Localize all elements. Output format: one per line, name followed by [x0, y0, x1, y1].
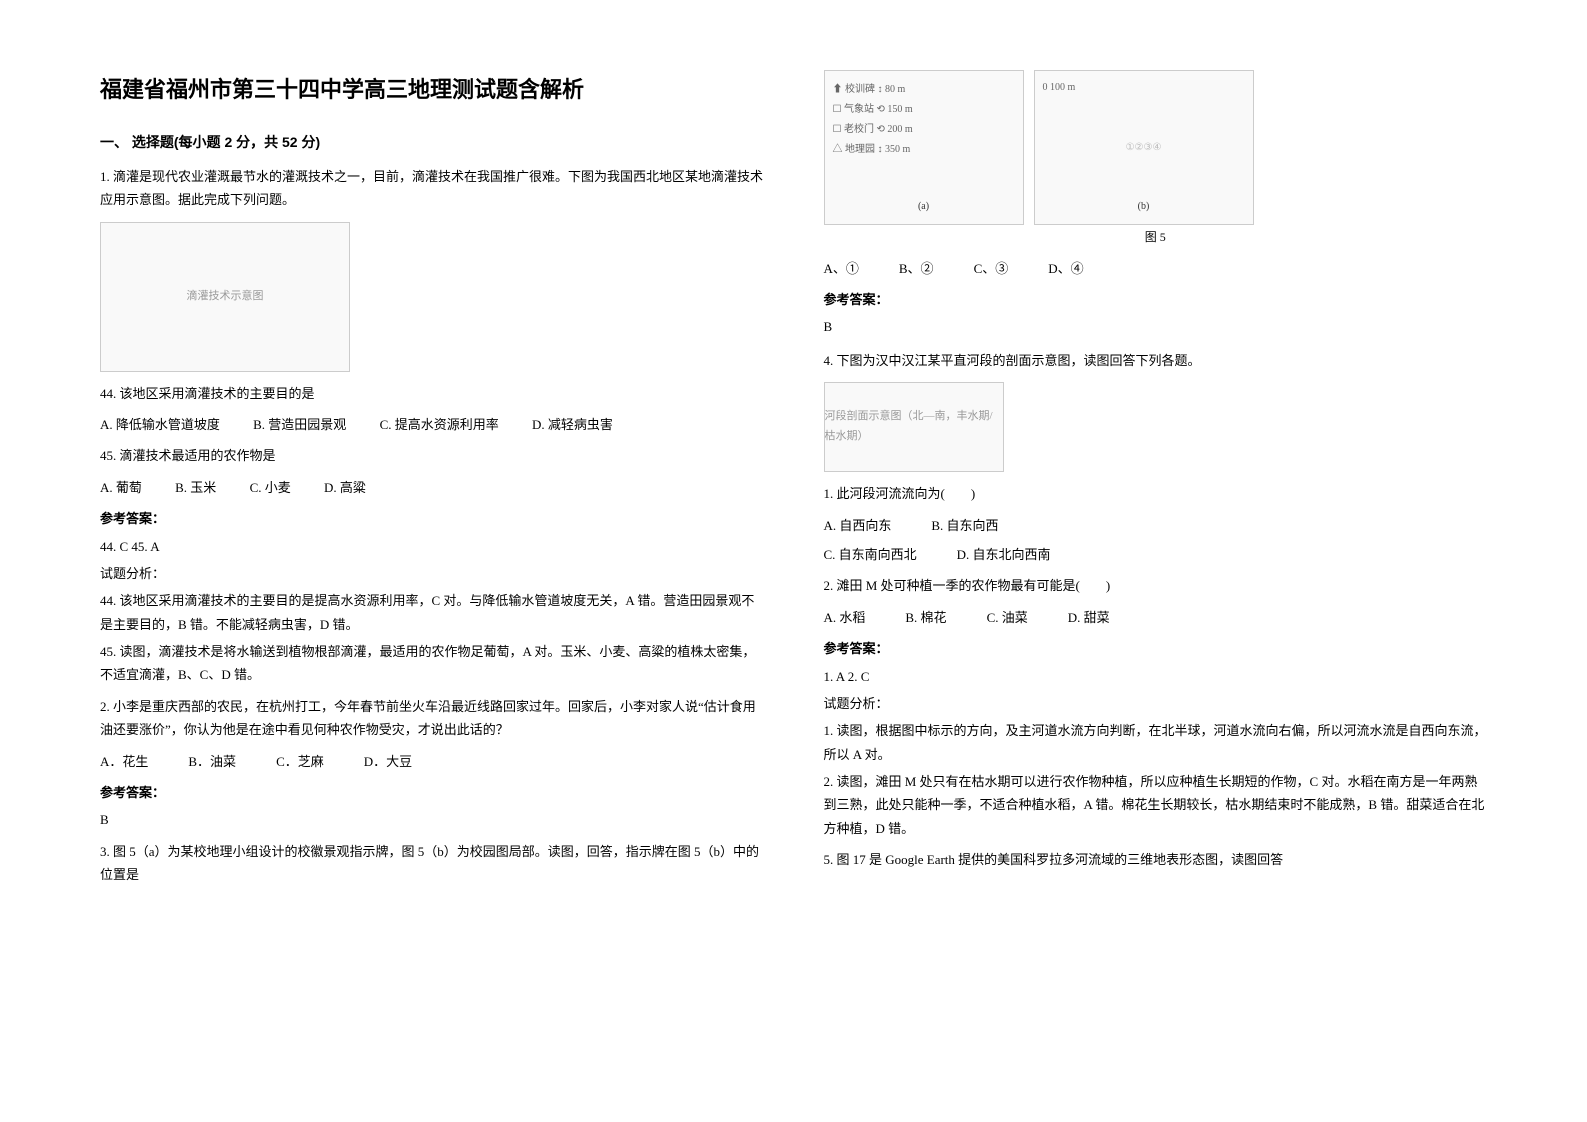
q2-answer: B — [100, 808, 764, 831]
q2-opt-b: B．油菜 — [188, 750, 236, 773]
q3-opt-c: C、③ — [974, 257, 1009, 280]
q1-45-opt-b: B. 玉米 — [175, 476, 216, 499]
q1-figure: 滴灌技术示意图 — [100, 222, 350, 372]
q3-legend-3: ☐ 老校门 ⟲ 200 m — [833, 121, 1015, 139]
q3-options: A、① B、② C、③ D、④ — [824, 257, 1488, 280]
q4-analysis-2: 2. 读图，滩田 M 处只有在枯水期可以进行农作物种植，所以应种植生长期短的作物… — [824, 770, 1488, 840]
q3-panel-b-label: (b) — [1043, 198, 1245, 216]
q2-options: A．花生 B．油菜 C．芝麻 D．大豆 — [100, 750, 764, 773]
q4-2-opt-c: C. 油菜 — [987, 606, 1028, 629]
q3-figure: ⬆ 校训碑 ↕ 80 m ☐ 气象站 ⟲ 150 m ☐ 老校门 ⟲ 200 m… — [824, 70, 1488, 225]
q1-44-opt-b: B. 营造田园景观 — [253, 413, 346, 436]
q4-analysis-label: 试题分析： — [824, 692, 1488, 715]
page-title: 福建省福州市第三十四中学高三地理测试题含解析 — [100, 70, 764, 110]
q4-analysis-1: 1. 读图，根据图中标示的方向，及主河道水流方向判断，在北半球，河道水流向右偏，… — [824, 719, 1488, 766]
q1-sub45-options: A. 葡萄 B. 玉米 C. 小麦 D. 高粱 — [100, 476, 764, 499]
q1-sub45: 45. 滴灌技术最适用的农作物是 — [100, 444, 764, 467]
q2-opt-a: A．花生 — [100, 750, 148, 773]
q3-panel-a: ⬆ 校训碑 ↕ 80 m ☐ 气象站 ⟲ 150 m ☐ 老校门 ⟲ 200 m… — [824, 70, 1024, 225]
q3-answer: B — [824, 315, 1488, 338]
q4-2-opt-b: B. 棉花 — [905, 606, 946, 629]
q1-analysis-44: 44. 该地区采用滴灌技术的主要目的是提高水资源利用率，C 对。与降低输水管道坡… — [100, 589, 764, 636]
q4-2-opt-d: D. 甜菜 — [1068, 606, 1110, 629]
q2-answer-label: 参考答案： — [100, 781, 764, 804]
q4-1-opt-d: D. 自东北向西南 — [957, 543, 1051, 566]
q1-stem: 1. 滴灌是现代农业灌溉最节水的灌溉技术之一，目前，滴灌技术在我国推广很难。下图… — [100, 165, 764, 212]
q4-1-opt-a: A. 自西向东 — [824, 514, 892, 537]
q3-answer-label: 参考答案： — [824, 288, 1488, 311]
q4-figure: 河段剖面示意图（北—南，丰水期/枯水期） — [824, 382, 1004, 472]
q4-sub1: 1. 此河段河流流向为( ) — [824, 482, 1488, 505]
q3-legend-1: ⬆ 校训碑 ↕ 80 m — [833, 81, 1015, 99]
q1-44-opt-c: C. 提高水资源利用率 — [380, 413, 499, 436]
q5-stem: 5. 图 17 是 Google Earth 提供的美国科罗拉多河流域的三维地表… — [824, 848, 1488, 871]
q3-panel-b-scale: 0 100 m — [1043, 79, 1245, 97]
q1-answers: 44. C 45. A — [100, 535, 764, 558]
q4-1-opt-b: B. 自东向西 — [931, 514, 998, 537]
q1-analysis-45: 45. 读图，滴灌技术是将水输送到植物根部滴灌，最适用的农作物足葡萄，A 对。玉… — [100, 640, 764, 687]
q4-sub1-opts-row2: C. 自东南向西北 D. 自东北向西南 — [824, 543, 1488, 566]
q2-opt-d: D．大豆 — [364, 750, 412, 773]
q1-44-opt-a: A. 降低输水管道坡度 — [100, 413, 220, 436]
q3-legend-2: ☐ 气象站 ⟲ 150 m — [833, 101, 1015, 119]
q4-2-opt-a: A. 水稻 — [824, 606, 866, 629]
q1-answer-label: 参考答案： — [100, 507, 764, 530]
q1-sub44-options: A. 降低输水管道坡度 B. 营造田园景观 C. 提高水资源利用率 D. 减轻病… — [100, 413, 764, 436]
q4-sub2-options: A. 水稻 B. 棉花 C. 油菜 D. 甜菜 — [824, 606, 1488, 629]
q3-legend-4: △ 地理园 ↕ 350 m — [833, 141, 1015, 159]
q4-answer-label: 参考答案： — [824, 637, 1488, 660]
q3-opt-b: B、② — [899, 257, 934, 280]
q2-stem: 2. 小李是重庆西部的农民，在杭州打工，今年春节前坐火车沿最近线路回家过年。回家… — [100, 695, 764, 742]
q3-panel-a-label: (a) — [833, 198, 1015, 216]
q1-sub44: 44. 该地区采用滴灌技术的主要目的是 — [100, 382, 764, 405]
q3-opt-d: D、④ — [1048, 257, 1083, 280]
q3-stem: 3. 图 5（a）为某校地理小组设计的校徽景观指示牌，图 5（b）为校园图局部。… — [100, 840, 764, 887]
q4-stem: 4. 下图为汉中汉江某平直河段的剖面示意图，读图回答下列各题。 — [824, 349, 1488, 372]
q1-analysis-label: 试题分析： — [100, 562, 764, 585]
q4-answers: 1. A 2. C — [824, 665, 1488, 688]
q4-1-opt-c: C. 自东南向西北 — [824, 543, 917, 566]
q3-fig-caption: 图 5 — [824, 227, 1488, 249]
q4-sub2: 2. 滩田 M 处可种植一季的农作物最有可能是( ) — [824, 574, 1488, 597]
q3-panel-b: 0 100 m ①②③④ (b) — [1034, 70, 1254, 225]
section-header: 一、 选择题(每小题 2 分，共 52 分) — [100, 130, 764, 155]
q1-44-opt-d: D. 减轻病虫害 — [532, 413, 613, 436]
q2-opt-c: C．芝麻 — [276, 750, 324, 773]
q1-45-opt-a: A. 葡萄 — [100, 476, 142, 499]
q1-45-opt-d: D. 高粱 — [324, 476, 366, 499]
q4-sub1-opts-row1: A. 自西向东 B. 自东向西 — [824, 514, 1488, 537]
q1-45-opt-c: C. 小麦 — [250, 476, 291, 499]
q3-opt-a: A、① — [824, 257, 859, 280]
